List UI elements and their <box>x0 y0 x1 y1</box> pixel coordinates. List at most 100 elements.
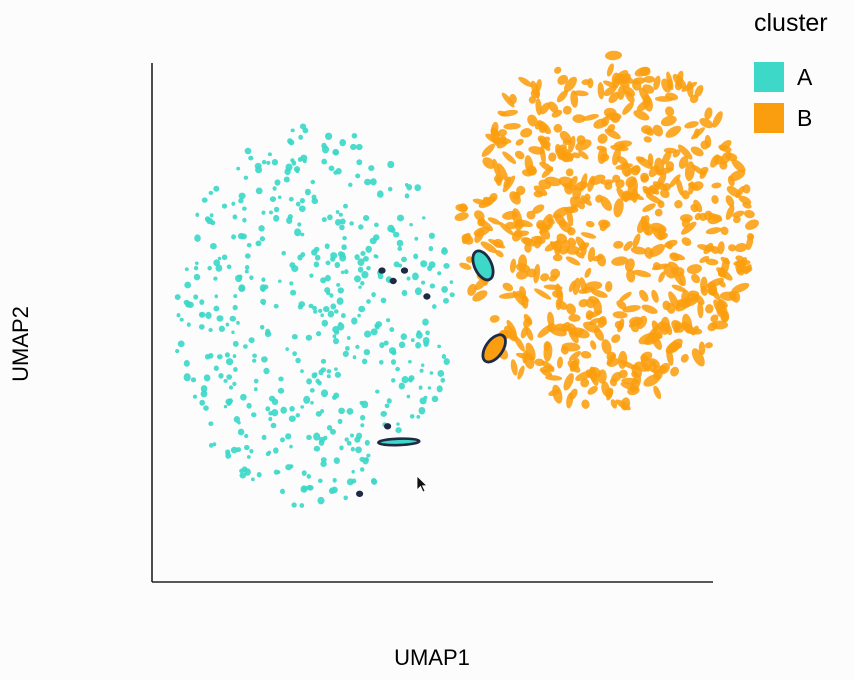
cluster-a-point <box>427 386 432 390</box>
cluster-a-point <box>356 432 363 440</box>
cluster-a-point <box>261 356 268 363</box>
cluster-b-point <box>680 221 697 235</box>
cluster-b-point <box>731 159 746 173</box>
cluster-a-point <box>305 334 313 341</box>
cluster-a-point <box>356 159 363 166</box>
cluster-b-point <box>652 262 661 270</box>
cluster-b-point <box>691 181 704 191</box>
cluster-a-point <box>269 196 277 202</box>
cluster-a-point <box>321 319 329 327</box>
cluster-a-point <box>252 358 257 363</box>
cluster-a-point <box>387 186 393 192</box>
cluster-a-point <box>221 254 228 261</box>
cluster-a-point <box>409 223 413 227</box>
cluster-b-point <box>514 335 525 352</box>
cluster-b-point <box>515 263 531 273</box>
cluster-a-point <box>208 443 214 448</box>
cluster-a-point <box>440 377 446 383</box>
cluster-a-point <box>416 330 421 335</box>
cluster-b-point <box>584 193 591 201</box>
cluster-b-point <box>604 50 623 61</box>
cluster-b-point <box>542 141 551 149</box>
cluster-b-point <box>700 276 708 292</box>
y-axis-title: UMAP2 <box>8 306 33 382</box>
cluster-b-point <box>568 314 581 322</box>
cluster-a-point <box>254 162 262 170</box>
cluster-a-point <box>216 354 223 360</box>
cluster-a-point <box>175 349 180 354</box>
cluster-b-point <box>619 291 632 302</box>
cluster-a-point <box>355 344 360 350</box>
cluster-a-point <box>422 318 429 326</box>
cluster-a-point <box>252 353 257 358</box>
cluster-a-point <box>199 299 205 305</box>
cluster-a-point <box>251 412 257 418</box>
cluster-b-point <box>572 186 582 200</box>
cluster-b-point <box>601 116 610 127</box>
cluster-a-point <box>333 392 340 399</box>
cluster-b-point <box>454 212 469 221</box>
cluster-b-point <box>560 345 569 355</box>
legend-title: cluster <box>754 9 828 37</box>
cluster-b-point <box>684 121 699 129</box>
highlighted-point-6 <box>471 249 495 282</box>
cluster-a-point <box>330 252 338 260</box>
cluster-b-point <box>710 314 719 323</box>
cluster-a-point <box>320 367 327 373</box>
cluster-b-point <box>617 318 625 333</box>
cluster-a-point <box>332 477 337 483</box>
cluster-a-point <box>290 158 295 163</box>
cluster-b-point <box>613 198 624 218</box>
cluster-b-point <box>662 182 671 192</box>
cluster-b-point <box>516 185 526 196</box>
cluster-a-point <box>238 198 244 204</box>
cluster-a-point <box>291 502 297 508</box>
cluster-b-point <box>472 198 488 206</box>
cluster-a-point <box>320 313 324 317</box>
cluster-a-point <box>280 437 285 443</box>
cluster-a-point <box>350 433 354 438</box>
cluster-a-point <box>339 445 344 451</box>
cluster-a-point <box>232 381 237 387</box>
cluster-a-point <box>193 294 199 300</box>
cluster-a-point <box>391 350 397 356</box>
cluster-b-point <box>527 114 538 127</box>
cluster-b-point <box>487 217 501 225</box>
cluster-b-point <box>543 342 553 362</box>
cluster-a-point <box>303 395 311 404</box>
cluster-a-point <box>246 242 252 248</box>
cluster-a-point <box>259 236 266 242</box>
cluster-a-point <box>437 370 445 377</box>
cluster-a-point <box>277 195 282 200</box>
cluster-a-point <box>283 176 290 183</box>
cluster-b-point <box>590 340 597 350</box>
cluster-b-point <box>612 311 628 319</box>
cluster-b-point <box>472 290 488 302</box>
cluster-a-point <box>235 274 243 283</box>
cluster-b-point <box>720 226 729 236</box>
cluster-b-point <box>467 283 477 296</box>
cluster-b-point <box>550 268 561 279</box>
cluster-b-point <box>580 378 590 388</box>
cluster-a-point <box>341 313 346 319</box>
cluster-a-point <box>370 328 378 336</box>
cluster-a-point <box>215 264 223 272</box>
cluster-a-point <box>339 218 346 225</box>
cluster-b-point <box>571 152 581 159</box>
cluster-a-point <box>320 389 329 398</box>
cluster-a-point <box>295 413 301 418</box>
cluster-a-point <box>377 273 384 280</box>
cluster-a-point <box>357 266 364 273</box>
cluster-a-point <box>344 437 349 442</box>
x-axis-title: UMAP1 <box>394 645 470 670</box>
cluster-a-point <box>290 289 297 296</box>
cluster-a-point <box>346 408 354 415</box>
cluster-b-point <box>515 138 524 146</box>
cluster-b-point <box>679 271 686 287</box>
cluster-b-point <box>697 301 704 319</box>
cluster-a-point <box>242 344 248 349</box>
cluster-b-point <box>525 326 534 341</box>
cluster-b-point <box>507 331 516 340</box>
cluster-a-point <box>217 256 222 261</box>
cluster-a-point <box>299 503 305 508</box>
